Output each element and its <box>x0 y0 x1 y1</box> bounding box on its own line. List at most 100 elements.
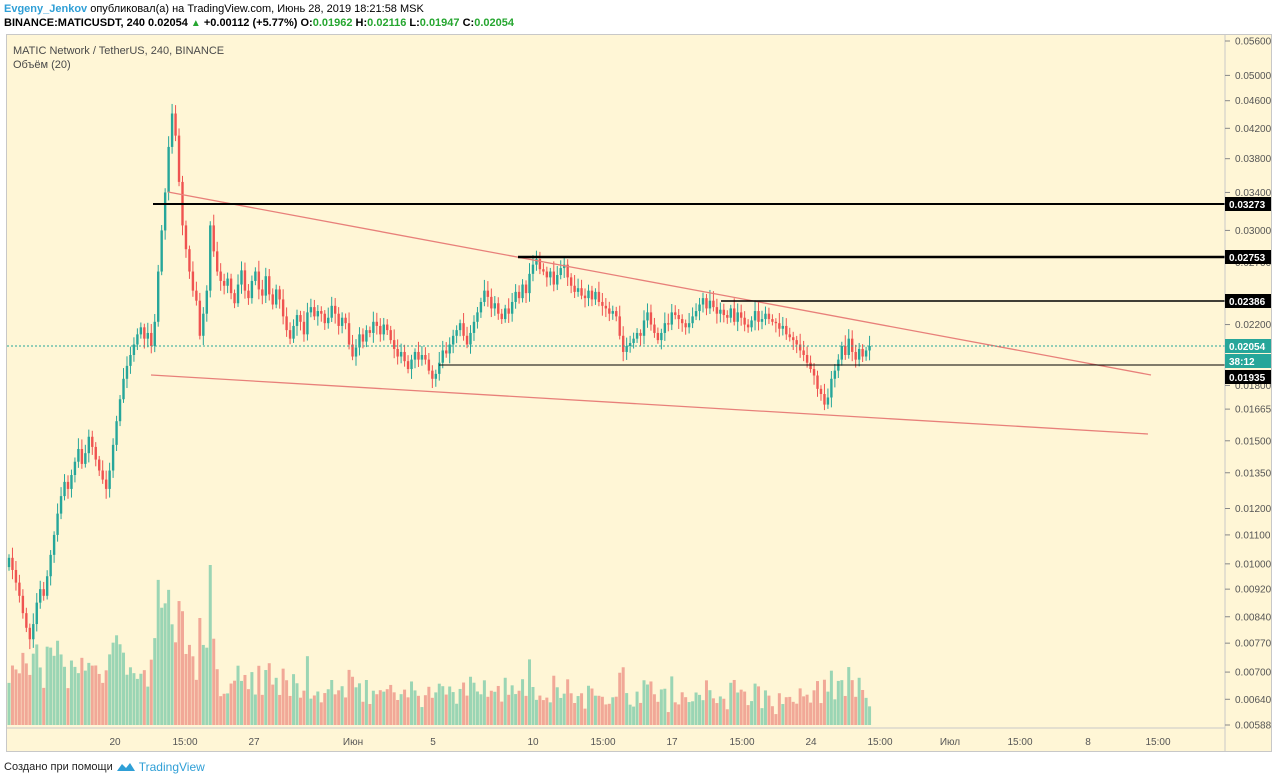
price-tick-label: 0.02200 <box>1235 320 1271 331</box>
volume-bar <box>482 680 486 725</box>
volume-bar <box>573 703 577 725</box>
time-scale[interactable]: 20 15:00 27 Июн 5 10 15:00 17 15:00 24 15:00 Июл 15:… <box>109 737 1171 748</box>
candle <box>750 316 753 332</box>
volume-bar <box>257 665 261 725</box>
candle <box>163 188 167 240</box>
candle <box>743 311 746 332</box>
change-value: +0.00112 (+5.77%) <box>203 17 298 29</box>
volume-bar <box>38 667 42 725</box>
volume-bar <box>111 642 115 725</box>
candle <box>420 346 424 366</box>
volume-bar <box>389 684 393 725</box>
low-value: 0.01947 <box>419 17 460 29</box>
volume-bar <box>517 690 521 725</box>
candle <box>66 475 70 499</box>
candle <box>351 334 354 361</box>
price-scale[interactable]: 0.05600 0.05000 0.04600 0.04200 0.03800 0.034… <box>1225 37 1271 732</box>
candle <box>739 304 743 326</box>
candle <box>195 281 198 306</box>
volume-bar <box>816 681 820 725</box>
volume-bar <box>326 689 330 725</box>
candle <box>656 327 660 344</box>
candle <box>660 328 663 350</box>
candle <box>254 267 257 286</box>
price-tick-label: 0.00920 <box>1235 585 1271 596</box>
volume-bar <box>451 692 455 725</box>
volume-bar <box>167 589 171 725</box>
volume-bar <box>233 680 237 725</box>
drawings-layer[interactable] <box>7 191 1225 435</box>
volume-bar <box>812 690 816 725</box>
volume-bar <box>607 703 611 725</box>
candle <box>288 322 292 345</box>
last-price: 0.02054 <box>148 17 188 29</box>
candle <box>819 385 823 401</box>
candle <box>451 329 455 354</box>
volume-bar <box>590 688 594 725</box>
candle <box>340 312 344 334</box>
open-value: 0.01962 <box>312 17 353 29</box>
candle <box>649 304 653 331</box>
chart-frame[interactable]: 0.05600 0.05000 0.04600 0.04200 0.03800 0.034… <box>6 34 1272 752</box>
volume-bar <box>639 702 643 725</box>
volume-bar <box>593 695 597 725</box>
volume-bar <box>302 690 306 725</box>
upper-trendline[interactable] <box>167 191 1152 376</box>
volume-study-label[interactable]: Объём (20) <box>13 59 71 71</box>
candle <box>684 319 687 335</box>
candle <box>285 307 288 337</box>
volume-bar <box>385 689 389 725</box>
candle <box>857 342 861 367</box>
candle <box>73 457 77 483</box>
volume-bar <box>843 695 847 725</box>
volume-bar <box>691 701 695 725</box>
candle <box>573 275 576 299</box>
volume-bar <box>545 697 549 725</box>
volume-bar <box>645 684 649 725</box>
candle <box>212 214 215 257</box>
candle <box>35 593 38 632</box>
candle <box>757 301 760 331</box>
volume-bar <box>236 665 240 725</box>
volume-bar <box>521 679 525 725</box>
volume-bar <box>649 681 653 725</box>
author-line: Evgeny_Jenkov опубликовал(а) на TradingV… <box>4 2 1274 16</box>
candle <box>337 307 340 335</box>
candle <box>247 284 250 305</box>
volume-bar <box>656 701 660 725</box>
candle <box>563 258 566 278</box>
chart-canvas[interactable]: 0.05600 0.05000 0.04600 0.04200 0.03800 0.034… <box>7 35 1271 751</box>
volume-bar <box>715 703 719 725</box>
volume-bar <box>160 607 164 725</box>
volume-bar <box>666 712 670 725</box>
close-value: 0.02054 <box>474 17 514 29</box>
candle <box>233 289 236 309</box>
price-tick-label: 0.03000 <box>1235 226 1271 237</box>
candle <box>389 325 392 344</box>
volume-bar <box>191 656 195 725</box>
volume-bar <box>524 695 528 725</box>
volume-bar <box>94 665 98 725</box>
tradingview-brand-link[interactable]: TradingView <box>138 760 205 774</box>
volume-bar <box>670 676 674 725</box>
time-tick-label: 20 <box>109 737 121 748</box>
volume-bar <box>652 694 656 725</box>
volume-bar <box>181 611 184 725</box>
candle <box>98 455 101 477</box>
candle <box>281 289 285 325</box>
author-link[interactable]: Evgeny_Jenkov <box>4 3 88 15</box>
candle <box>174 105 177 142</box>
candle <box>229 273 233 300</box>
candle <box>219 263 222 291</box>
candle <box>63 474 66 501</box>
volume-bar <box>45 646 49 725</box>
candle <box>323 310 326 330</box>
candle <box>11 547 14 580</box>
candle <box>812 363 816 385</box>
lower-trendline[interactable] <box>150 374 1149 435</box>
volume-bar <box>115 635 119 725</box>
candle <box>833 364 837 388</box>
candle <box>386 319 389 336</box>
volume-bar <box>139 673 143 725</box>
candle <box>625 337 628 360</box>
